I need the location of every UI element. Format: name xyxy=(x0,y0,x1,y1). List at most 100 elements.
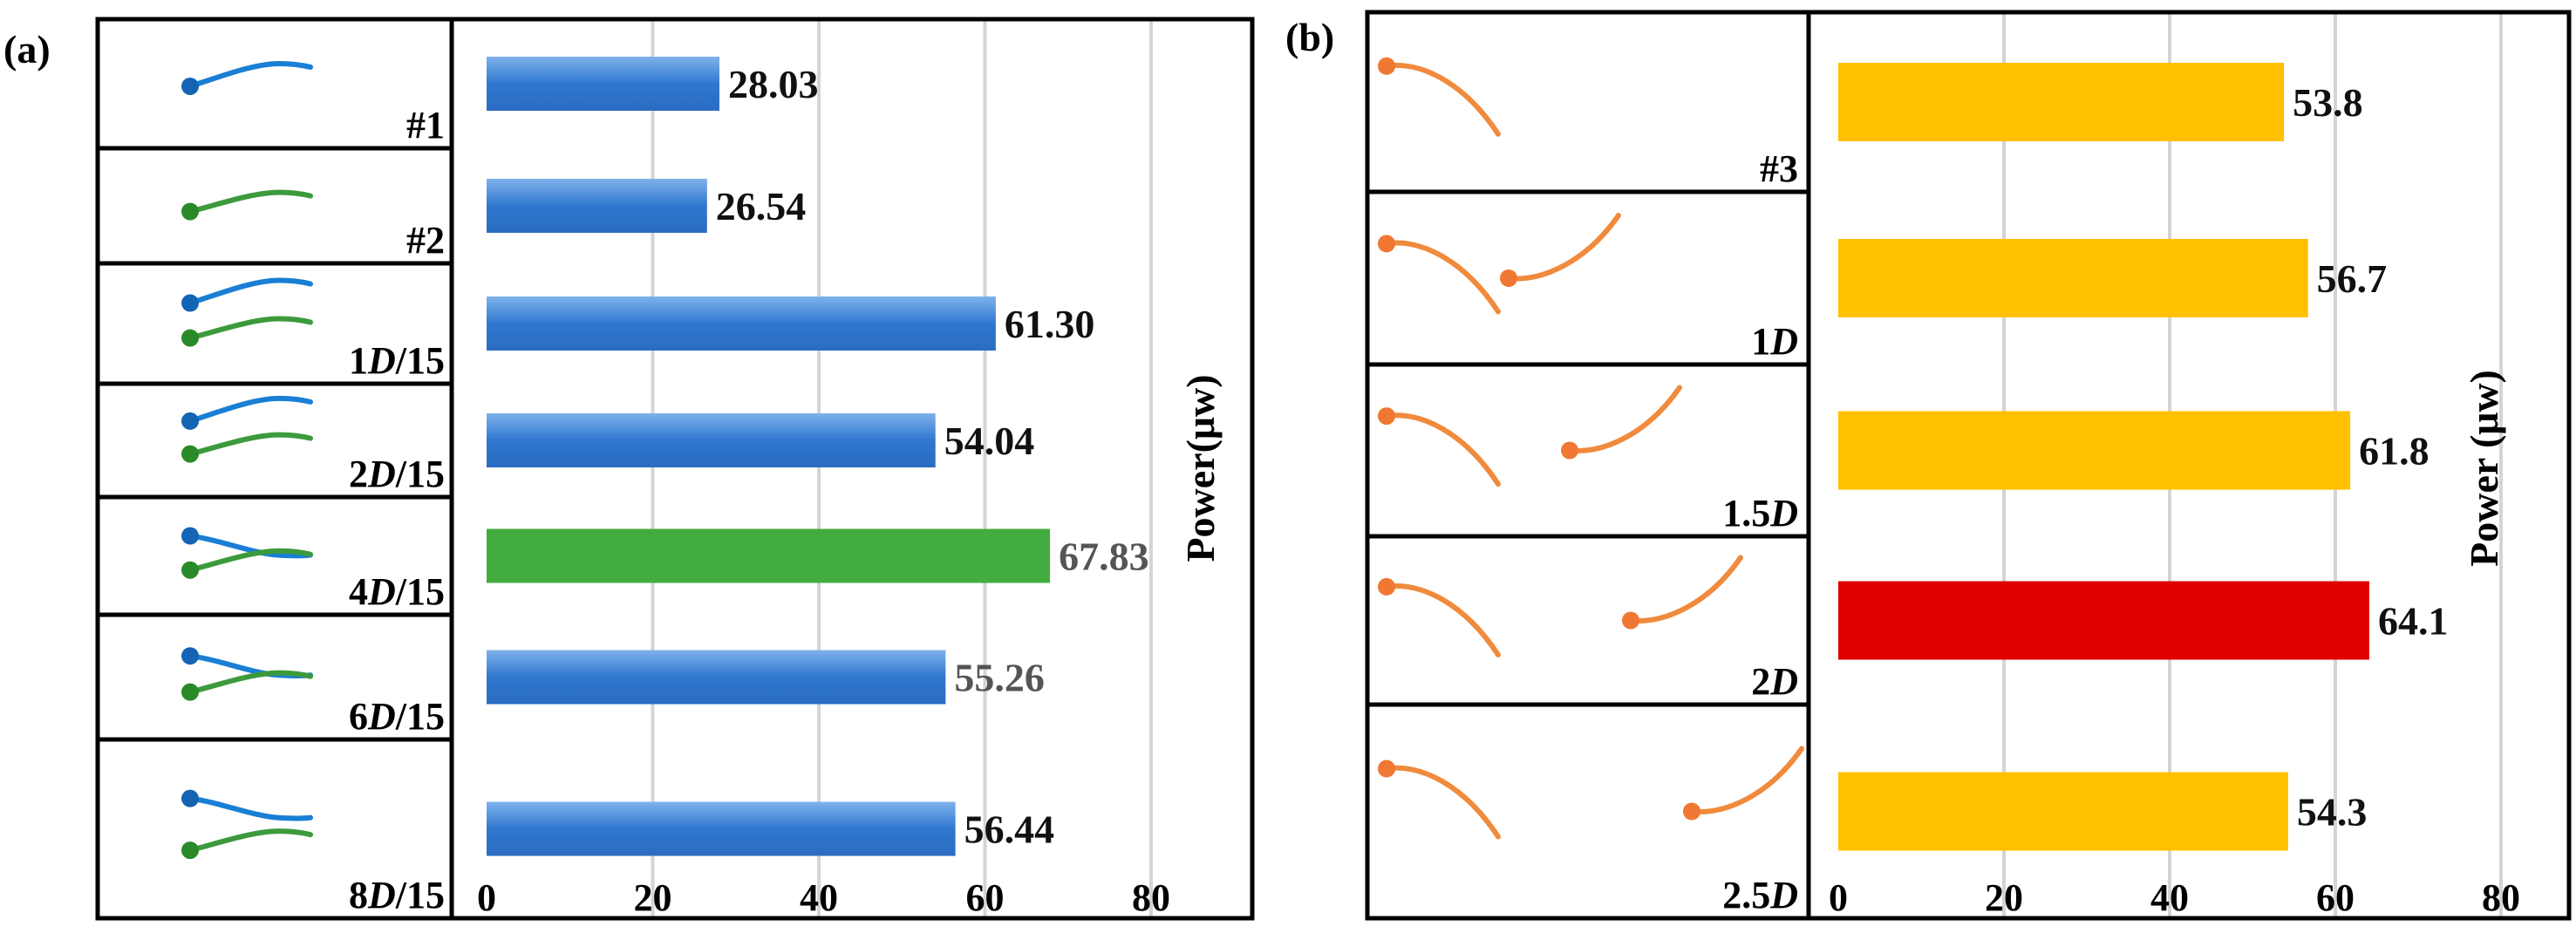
blue-flag-anchor-dot xyxy=(181,294,199,312)
blue-flag-curve xyxy=(187,395,313,424)
blue-flag-anchor-dot xyxy=(181,647,199,665)
green-flag-anchor-dot xyxy=(181,841,199,860)
panel-b-schematic-cell-2 xyxy=(1365,189,1811,367)
panel-b-schematic-cell-5 xyxy=(1365,702,1811,921)
upstream-flag-anchor-dot xyxy=(1378,407,1395,426)
panel-a-value-label-5: 67.83 xyxy=(1059,535,1149,579)
green-flag-curve xyxy=(187,828,313,854)
upstream-flag-curve xyxy=(1384,412,1501,487)
panel-a-schematic-column: #1 #2 1D/15 2D/15 4D/15 6D/15 8D/15 xyxy=(95,17,454,921)
panel-a-bar-6 xyxy=(487,650,946,705)
panel-b-value-label-2: 56.7 xyxy=(2317,256,2388,301)
downstream-flag-anchor-dot xyxy=(1622,611,1639,630)
blue-flag-anchor-dot xyxy=(181,77,199,95)
panel-a-bar-1 xyxy=(487,57,719,111)
panel-a-value-label-7: 56.44 xyxy=(964,807,1055,852)
panel-a-schematic-cell-1 xyxy=(95,17,454,151)
panel-b-value-label-1: 53.8 xyxy=(2293,80,2363,125)
panel-a-bar-2 xyxy=(487,179,707,233)
panel-b-category-label-5: 2.5D xyxy=(1722,874,1798,916)
panel-a-category-label-1: #1 xyxy=(406,104,445,146)
panel-a-category-label-4: 2D/15 xyxy=(349,453,445,495)
panel-b-category-label-4: 2D xyxy=(1751,660,1798,703)
panel-a-value-label-6: 55.26 xyxy=(954,656,1045,700)
panel-a-bar-5 xyxy=(487,528,1051,583)
panel-b-bar-4 xyxy=(1838,581,2369,660)
panel-b-axis-title: Power (μw) xyxy=(2462,370,2506,567)
blue-flag-curve xyxy=(187,533,313,559)
panel-b-category-label-2: 1D xyxy=(1751,320,1798,363)
panel-b-x-tick-label: 20 xyxy=(1985,876,2023,919)
upstream-flag-curve xyxy=(1384,240,1501,315)
panel-a-value-label-4: 54.04 xyxy=(944,419,1035,463)
blue-flag-anchor-dot xyxy=(181,789,199,807)
panel-b-schematic-cell-4 xyxy=(1365,534,1811,707)
downstream-flag-anchor-dot xyxy=(1561,441,1578,460)
panel-a-x-tick-label: 0 xyxy=(477,876,496,919)
panel-a-x-ticks: 0 20 40 60 80 xyxy=(477,876,1170,919)
panel-b-value-label-3: 61.8 xyxy=(2359,429,2429,474)
panel-a-category-label-5: 4D/15 xyxy=(349,570,445,613)
panel-b-x-tick-label: 0 xyxy=(1829,876,1848,919)
panel-b-label: (b) xyxy=(1285,15,1334,59)
panel-a-bar-7 xyxy=(487,801,956,856)
panel-a-axis-title: Power(μw) xyxy=(1178,374,1223,562)
panel-b-bar-5 xyxy=(1838,772,2288,851)
upstream-flag-curve xyxy=(1384,583,1501,657)
panel-b-x-ticks: 0 20 40 60 80 xyxy=(1829,876,2520,919)
downstream-flag-curve xyxy=(1506,213,1621,282)
panel-b-bar-2 xyxy=(1838,239,2308,317)
panel-b-value-labels: 53.8 56.7 61.8 64.1 54.3 xyxy=(2293,80,2448,835)
green-flag-anchor-dot xyxy=(181,561,199,579)
panel-a-bars xyxy=(487,57,1051,856)
panel-a-x-tick-label: 40 xyxy=(800,876,838,919)
green-flag-anchor-dot xyxy=(181,445,199,463)
upstream-flag-curve xyxy=(1384,62,1501,137)
downstream-flag-anchor-dot xyxy=(1500,269,1517,287)
panel-b-category-label-3: 1.5D xyxy=(1722,492,1798,535)
blue-flag-anchor-dot xyxy=(181,527,199,545)
panel-a-value-label-2: 26.54 xyxy=(716,184,807,228)
green-flag-curve xyxy=(187,432,313,457)
panel-a-value-label-1: 28.03 xyxy=(728,62,819,106)
green-flag-anchor-dot xyxy=(181,683,199,701)
green-flag-curve xyxy=(187,670,313,695)
upstream-flag-anchor-dot xyxy=(1378,57,1395,75)
panel-a-category-label-6: 6D/15 xyxy=(349,695,445,738)
green-flag-anchor-dot xyxy=(181,202,199,221)
panel-b-value-label-5: 54.3 xyxy=(2297,790,2368,835)
panel-b-value-label-4: 64.1 xyxy=(2378,599,2449,644)
upstream-flag-anchor-dot xyxy=(1378,760,1395,778)
panel-b-schematic-cell-1 xyxy=(1365,10,1811,194)
upstream-flag-anchor-dot xyxy=(1378,577,1395,596)
panel-a-plot-frame xyxy=(449,17,1255,921)
green-flag-anchor-dot xyxy=(181,329,199,347)
panel-a-category-label-2: #2 xyxy=(406,219,445,262)
downstream-flag-curve xyxy=(1628,555,1743,623)
panel-b-x-tick-label: 40 xyxy=(2150,876,2189,919)
panel-a-value-label-3: 61.30 xyxy=(1005,302,1095,346)
upstream-flag-anchor-dot xyxy=(1378,235,1395,253)
green-flag-curve xyxy=(187,189,313,215)
panel-b-bar-3 xyxy=(1838,411,2351,490)
panel-a-x-tick-label: 80 xyxy=(1132,876,1170,919)
panel-b-category-label-1: #3 xyxy=(1760,147,1798,190)
blue-flag-anchor-dot xyxy=(181,412,199,430)
blue-flag-curve xyxy=(187,60,313,89)
panel-a-category-label-3: 1D/15 xyxy=(349,339,445,382)
panel-a-bar-4 xyxy=(487,413,936,467)
panel-a-category-label-7: 8D/15 xyxy=(349,874,445,916)
downstream-flag-curve xyxy=(1567,385,1682,453)
panel-a-bar-3 xyxy=(487,296,996,351)
green-flag-curve xyxy=(187,316,313,341)
panel-a-x-tick-label: 60 xyxy=(966,876,1005,919)
blue-flag-curve xyxy=(187,277,313,306)
panel-a-x-tick-label: 20 xyxy=(634,876,672,919)
blue-flag-curve xyxy=(187,795,313,821)
panel-b-x-tick-label: 80 xyxy=(2482,876,2520,919)
panel-a-gridlines xyxy=(651,21,1153,916)
panel-b-schematic-column: #3 1D 1.5D 2D 2.5D xyxy=(1365,10,1811,921)
panel-a-value-labels: 28.03 26.54 61.30 54.04 67.83 55.26 56.44 xyxy=(716,62,1149,852)
downstream-flag-curve xyxy=(1689,746,1804,814)
